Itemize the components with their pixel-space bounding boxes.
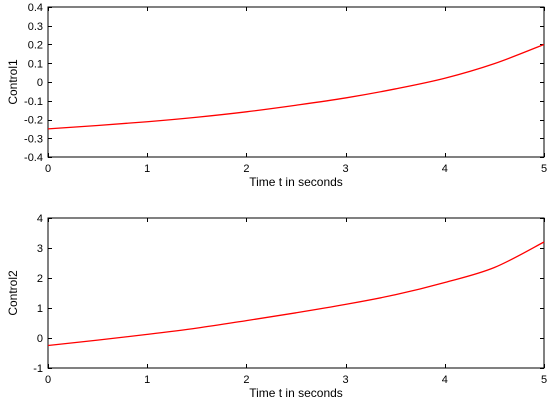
x-tick-label: 4 (442, 374, 448, 386)
x-axis-label: Time t in seconds (249, 386, 343, 400)
x-tick-label: 4 (442, 163, 448, 175)
x-tick-label: 5 (541, 374, 547, 386)
x-tick-label: 1 (144, 374, 150, 386)
x-tick-label: 0 (45, 163, 51, 175)
y-tick-label: 0 (37, 77, 43, 89)
y-tick-label: -1 (33, 363, 43, 375)
series-line-2 (47, 241, 545, 347)
y-axis-label: Control2 (6, 270, 20, 316)
series-line-1 (47, 43, 545, 130)
x-axis-label: Time t in seconds (249, 175, 343, 189)
y-tick-label: 0.1 (28, 58, 43, 70)
y-tick-label: -0.3 (24, 133, 43, 145)
x-tick-label: 2 (243, 163, 249, 175)
x-tick-label: 3 (343, 163, 349, 175)
y-tick-label: -0.2 (24, 115, 43, 127)
plot-frame (47, 217, 545, 369)
x-tick-label: 0 (45, 374, 51, 386)
x-tick-label: 3 (343, 374, 349, 386)
x-tick-label: 2 (243, 374, 249, 386)
y-tick-label: 0.4 (28, 2, 43, 14)
y-axis-label: Control1 (6, 59, 20, 105)
y-tick-label: 0 (37, 333, 43, 345)
plot-frame (47, 6, 545, 158)
y-tick-label: 0.2 (28, 40, 43, 52)
y-tick-label: -0.4 (24, 152, 43, 164)
x-tick-label: 5 (541, 163, 547, 175)
y-tick-label: 0.3 (28, 21, 43, 33)
x-tick-label: 1 (144, 163, 150, 175)
y-tick-label: -0.1 (24, 96, 43, 108)
y-tick-label: 2 (37, 273, 43, 285)
y-tick-label: 1 (37, 303, 43, 315)
y-tick-label: 4 (37, 213, 43, 225)
y-tick-label: 3 (37, 243, 43, 255)
subplot-1: 0 1 2 3 4 5 -0.4 -0.3 -0.2 -0.1 0 0.1 0.2 0.3 0.4 Time … (6, 2, 547, 189)
